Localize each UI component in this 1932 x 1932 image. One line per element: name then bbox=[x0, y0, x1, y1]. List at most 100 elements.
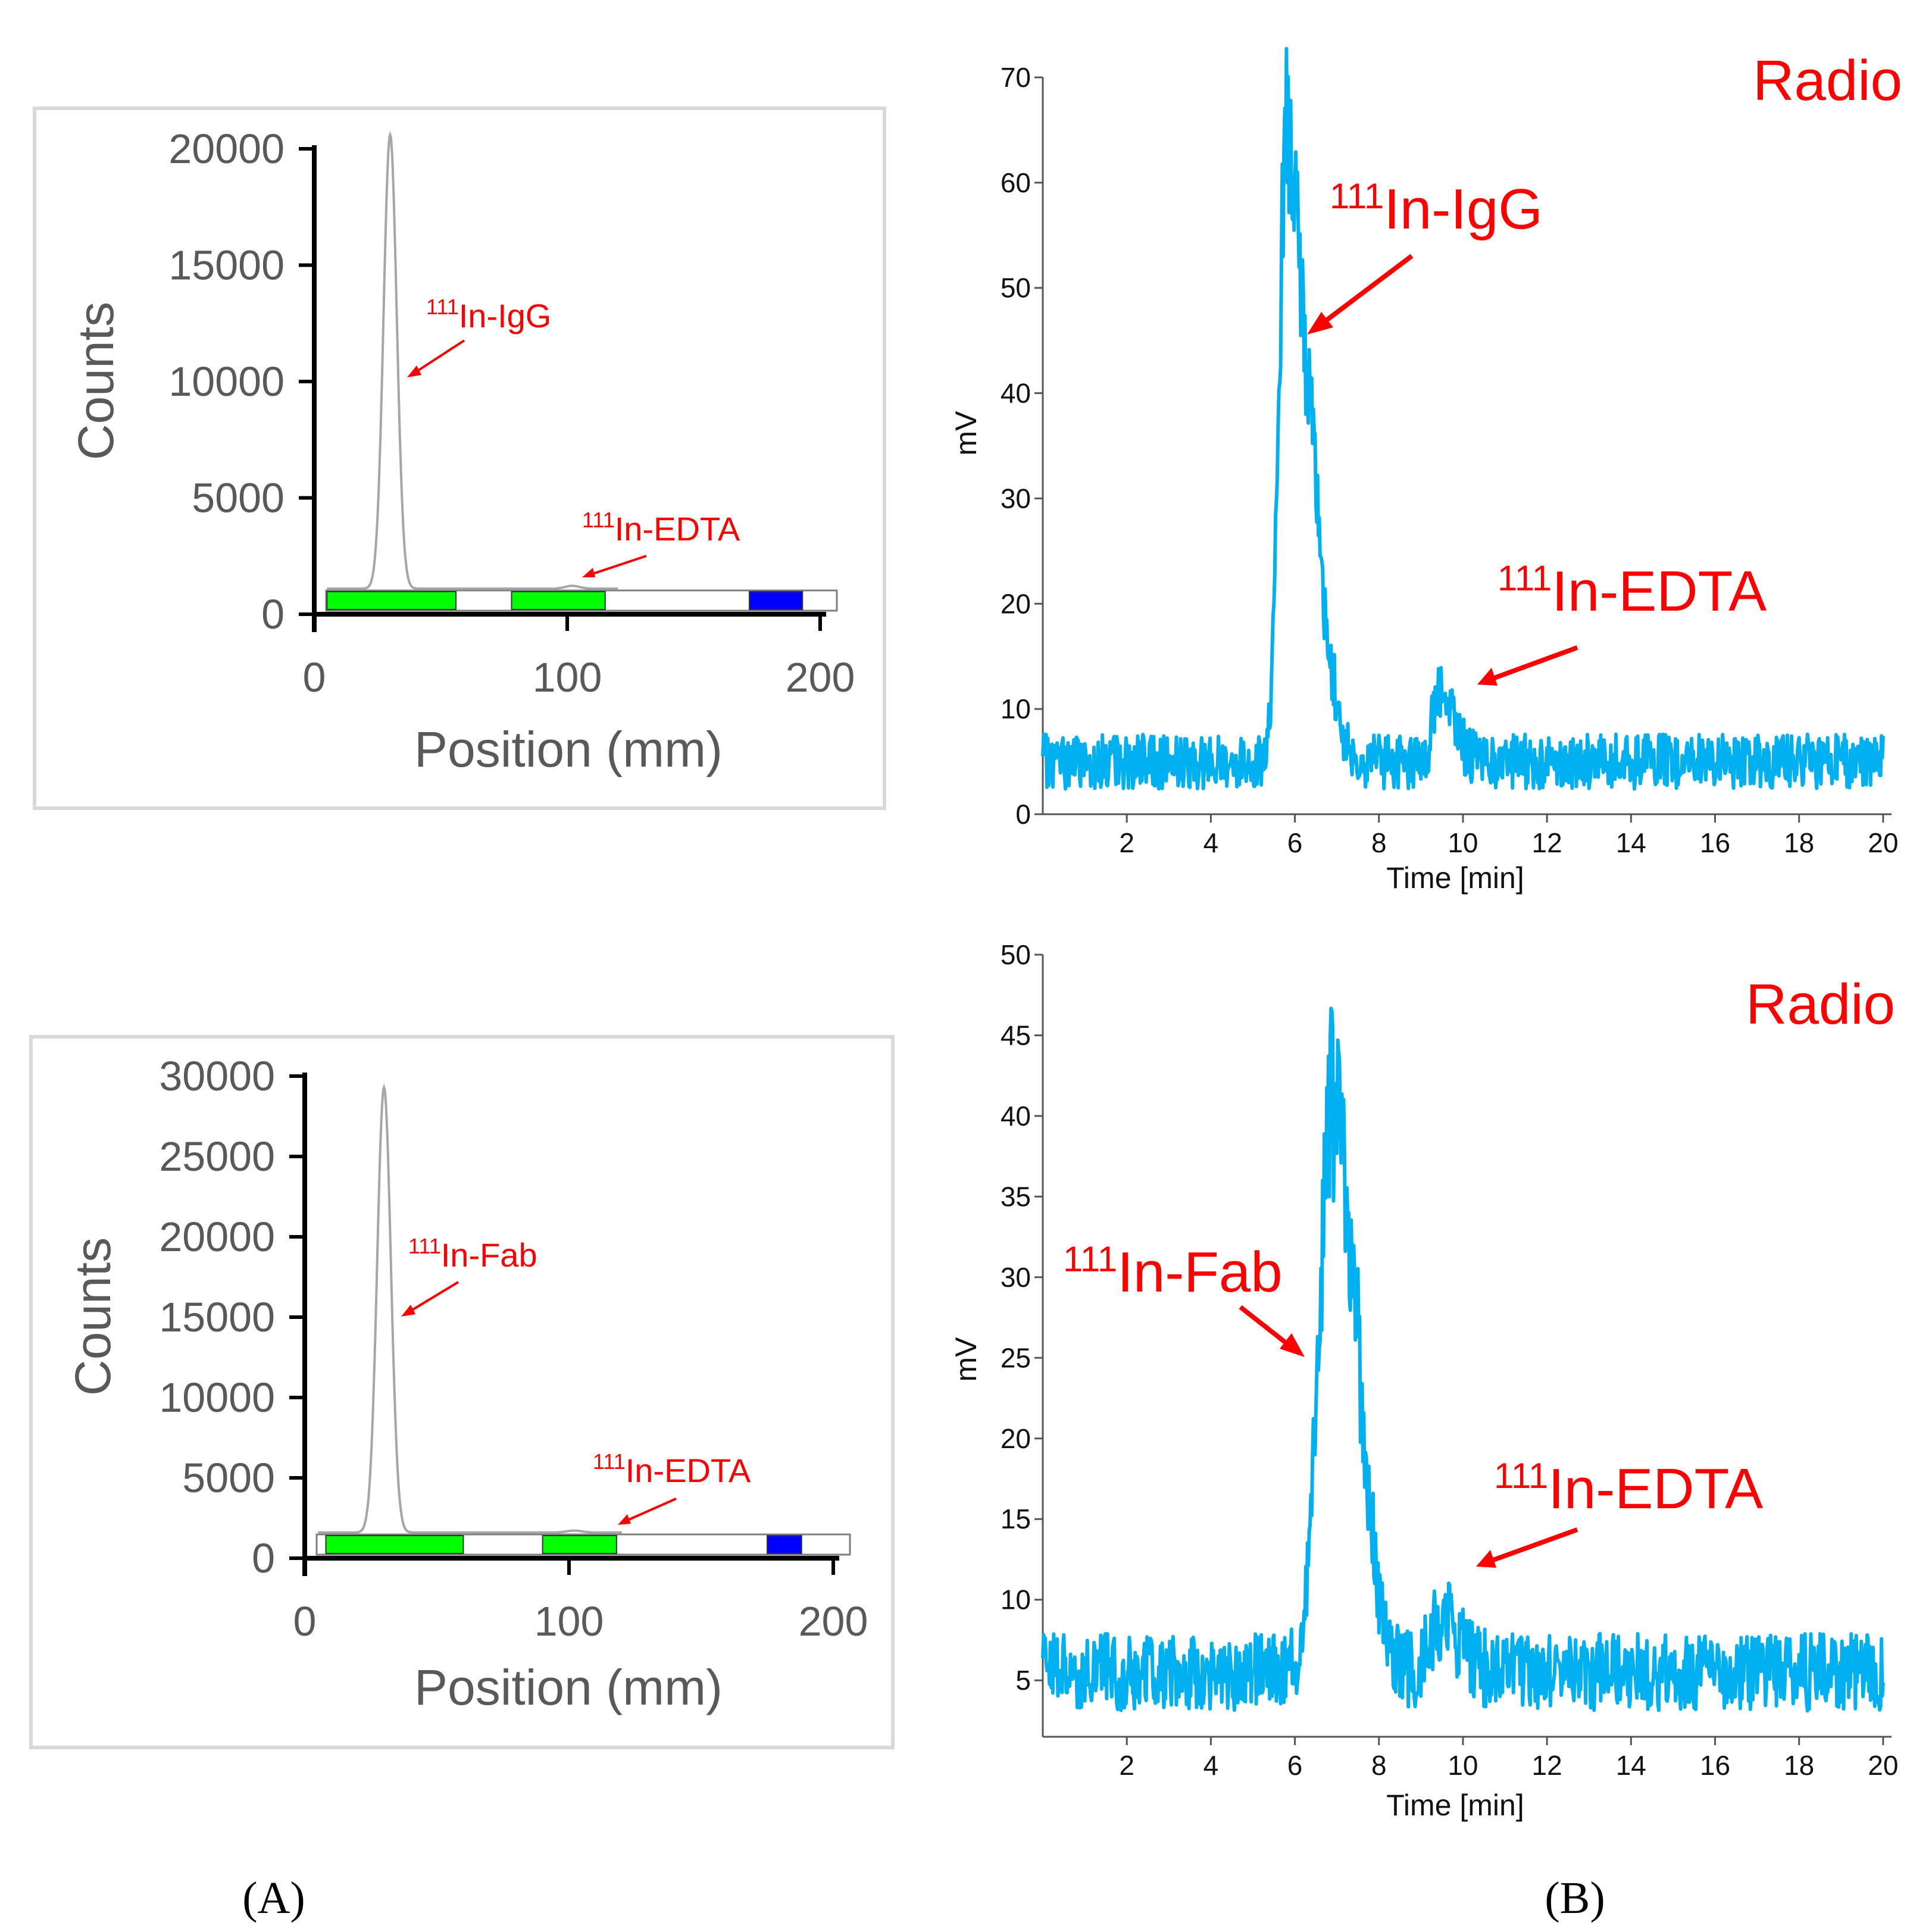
chart-b2-x-label: Time [min] bbox=[1386, 1789, 1524, 1822]
y-tick-label: 35 bbox=[1001, 1181, 1031, 1212]
chart-b1-series-line bbox=[1041, 46, 1885, 791]
chart-b1-axes bbox=[1042, 77, 1892, 815]
chart-b2-series-line bbox=[1041, 1006, 1885, 1713]
y-tick-label: 10000 bbox=[159, 1374, 275, 1421]
annotation-sup: 111 bbox=[1494, 1456, 1548, 1496]
x-tick-label: 200 bbox=[786, 654, 855, 701]
x-tick-label: 8 bbox=[1371, 1750, 1387, 1781]
y-tick-label: 5000 bbox=[192, 475, 285, 521]
tlc-region bbox=[511, 591, 606, 610]
x-tick-label: 2 bbox=[1119, 827, 1134, 858]
x-tick-label: 6 bbox=[1287, 827, 1303, 858]
x-tick-label: 10 bbox=[1448, 827, 1478, 858]
chart-a2-annotation-edta: 111In-EDTA bbox=[593, 1449, 751, 1489]
chart-b2: 2 4 6 8 10 12 14 16 18 20 5 10 15 20 25 30 35 40 45 50 Tim… bbox=[949, 939, 1898, 1822]
chart-a1-arrow-igg bbox=[407, 339, 465, 377]
y-tick-label: 50 bbox=[1001, 939, 1031, 970]
chart-b2-arrow-fab bbox=[1239, 1305, 1305, 1357]
chart-b1-annotation-edta: 111In-EDTA bbox=[1498, 558, 1767, 623]
annotation-sup: 111 bbox=[1063, 1239, 1117, 1279]
y-tick-label: 50 bbox=[1001, 273, 1031, 304]
chart-b1-y-ticks: 0 10 20 30 40 50 60 70 bbox=[1001, 62, 1043, 830]
y-tick-label: 30 bbox=[1001, 1262, 1031, 1293]
y-tick-label: 20000 bbox=[168, 126, 285, 172]
annotation-sup: 111 bbox=[582, 508, 615, 532]
x-tick-label: 4 bbox=[1203, 827, 1219, 858]
chart-a1-axes bbox=[312, 145, 826, 632]
x-tick-label: 100 bbox=[533, 654, 602, 701]
chart-a2-y-label: Counts bbox=[65, 1237, 121, 1396]
annotation-sup: 111 bbox=[426, 295, 459, 319]
chart-a2-series-line bbox=[318, 1083, 622, 1534]
y-tick-label: 70 bbox=[1001, 62, 1031, 93]
x-tick-label: 8 bbox=[1371, 827, 1387, 858]
y-tick-label: 60 bbox=[1001, 167, 1031, 198]
annotation-text: In-EDTA bbox=[1552, 559, 1767, 623]
chart-a1-regions bbox=[325, 589, 838, 612]
chart-b1-x-ticks: 2 4 6 8 10 12 14 16 18 20 bbox=[1119, 814, 1898, 858]
x-tick-label: 12 bbox=[1532, 1750, 1562, 1781]
y-tick-label: 20000 bbox=[159, 1214, 275, 1260]
annotation-text: In-IgG bbox=[1384, 177, 1543, 241]
annotation-text: In-EDTA bbox=[1548, 1457, 1763, 1521]
chart-b1-y-label: mV bbox=[949, 411, 983, 456]
chart-b1-x-label: Time [min] bbox=[1386, 861, 1524, 895]
chart-a1-frame bbox=[33, 107, 886, 810]
y-tick-label: 40 bbox=[1001, 1101, 1031, 1131]
chart-b2-axes bbox=[1042, 955, 1892, 1738]
annotation-text: In-EDTA bbox=[626, 1452, 751, 1489]
y-tick-label: 45 bbox=[1001, 1020, 1031, 1051]
chart-b2-annotation-edta: 111In-EDTA bbox=[1494, 1456, 1763, 1521]
x-tick-label: 18 bbox=[1784, 1750, 1814, 1781]
y-tick-label: 0 bbox=[1015, 799, 1031, 830]
x-tick-label: 14 bbox=[1616, 1750, 1646, 1781]
chart-a1-y-label: Counts bbox=[68, 302, 124, 460]
chart-b2-x-ticks: 2 4 6 8 10 12 14 16 18 20 bbox=[1119, 1737, 1898, 1781]
x-tick-label: 6 bbox=[1287, 1750, 1303, 1781]
y-tick-label: 15000 bbox=[159, 1294, 275, 1340]
chart-a2-x-ticks: 0 100 200 bbox=[293, 1558, 868, 1645]
x-tick-label: 16 bbox=[1700, 827, 1730, 858]
y-tick-label: 10000 bbox=[168, 358, 285, 405]
chart-a1: 0 100 200 0 5000 10000 15000 20000 Position (m… bbox=[33, 107, 886, 810]
y-tick-label: 5000 bbox=[182, 1455, 275, 1501]
tlc-region bbox=[325, 1535, 464, 1554]
chart-a2-x-label: Position (mm) bbox=[414, 1659, 723, 1715]
chart-b2-y-ticks: 5 10 15 20 25 30 35 40 45 50 bbox=[1001, 939, 1043, 1696]
chart-b2-arrow-edta bbox=[1476, 1527, 1578, 1568]
x-tick-label: 20 bbox=[1868, 827, 1898, 858]
y-tick-label: 10 bbox=[1001, 1584, 1031, 1615]
x-tick-label: 0 bbox=[293, 1598, 317, 1645]
tlc-region bbox=[749, 591, 804, 610]
x-tick-label: 0 bbox=[303, 654, 326, 701]
x-tick-label: 100 bbox=[534, 1598, 604, 1645]
x-tick-label: 14 bbox=[1616, 827, 1646, 858]
chart-b2-title: Radio bbox=[1746, 973, 1895, 1036]
panel-label-b: (B) bbox=[1545, 1873, 1605, 1923]
y-tick-label: 15000 bbox=[168, 242, 285, 289]
chart-b1-annotation-igg: 111In-IgG bbox=[1330, 176, 1543, 241]
chart-a2-annotation-fab: 111In-Fab bbox=[408, 1234, 537, 1274]
y-tick-label: 25000 bbox=[159, 1133, 275, 1180]
chart-a2-regions bbox=[315, 1533, 851, 1556]
chart-a1-y-ticks: 0 5000 10000 15000 20000 bbox=[168, 126, 314, 637]
y-tick-label: 10 bbox=[1001, 693, 1031, 724]
y-tick-label: 20 bbox=[1001, 588, 1031, 619]
chart-b2-annotation-fab: 111In-Fab bbox=[1063, 1239, 1283, 1304]
x-tick-label: 2 bbox=[1119, 1750, 1134, 1781]
chart-b1: 2 4 6 8 10 12 14 16 18 20 0 10 20 30 40 50 60 70 Time [m… bbox=[949, 46, 1902, 895]
chart-a2-arrow-fab bbox=[401, 1281, 459, 1317]
annotation-sup: 111 bbox=[1330, 176, 1384, 216]
y-tick-label: 0 bbox=[252, 1535, 275, 1581]
tlc-region bbox=[542, 1535, 617, 1554]
tlc-region bbox=[767, 1535, 802, 1554]
y-tick-label: 30 bbox=[1001, 483, 1031, 514]
y-tick-label: 0 bbox=[261, 591, 285, 637]
panel-label-a: (A) bbox=[242, 1873, 305, 1923]
chart-a2: 0 100 200 0 5000 10000 15000 20000 25000 30000 P… bbox=[29, 1035, 895, 1749]
x-tick-label: 4 bbox=[1203, 1750, 1219, 1781]
annotation-sup: 111 bbox=[1498, 558, 1552, 598]
y-tick-label: 30000 bbox=[159, 1053, 275, 1099]
chart-b1-arrow-edta bbox=[1477, 645, 1578, 686]
chart-a2-frame bbox=[29, 1035, 895, 1749]
